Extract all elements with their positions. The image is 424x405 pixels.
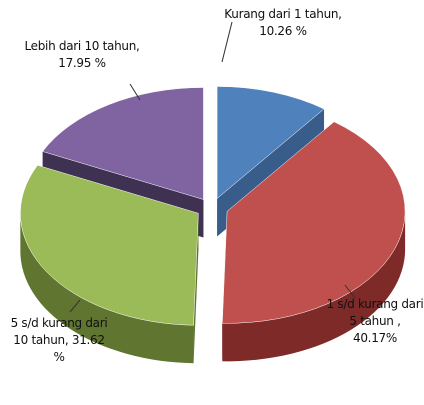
pie [20,86,406,364]
data-label: 5 s/d kurang dari 10 tahun, 31.62 % [10,316,108,364]
slice [20,164,199,326]
leader-line [344,284,356,299]
slice-side [20,213,194,364]
slice [222,121,406,324]
slice [42,87,204,200]
leader-line [129,83,141,101]
leader-line [221,21,233,63]
data-label: 1 s/d kurang dari 5 tahun , 40.17% [326,297,424,345]
data-label: Kurang dari 1 tahun, 10.26 % [224,7,342,38]
data-label: Lebih dari 10 tahun, 17.95 % [24,39,140,70]
slice-side [222,211,406,362]
slice [216,86,325,199]
leader-line [69,299,81,313]
